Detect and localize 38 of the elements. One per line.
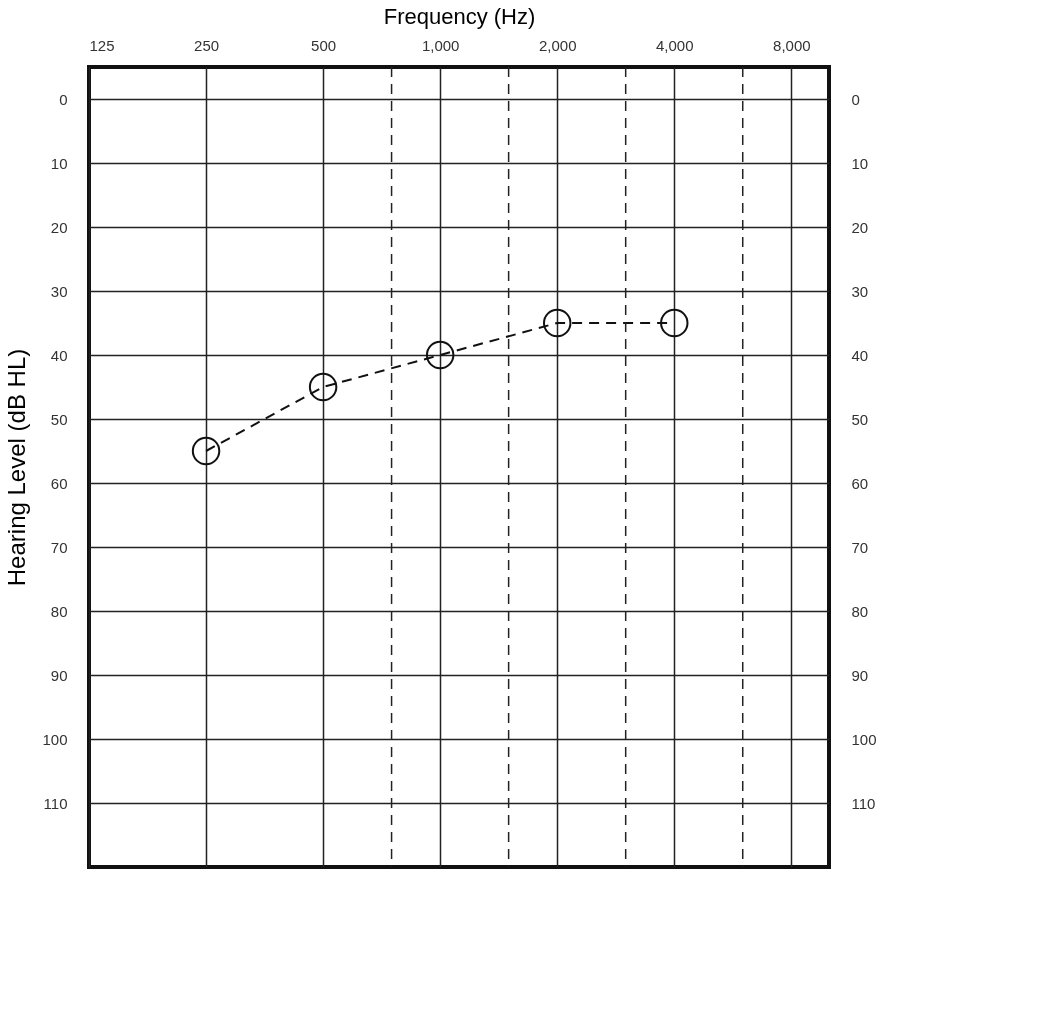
y2-tick-label: 70 [851,538,869,556]
y2-tick-label: 60 [851,474,869,492]
y-tick-label: 100 [42,730,68,748]
x-tick-label: 2,000 [538,36,577,54]
y-tick-label: 90 [50,666,68,684]
y-tick-label: 40 [50,346,68,364]
x-tick-label: 8,000 [773,36,811,54]
x-axis-title: Frequency (Hz) [383,3,536,29]
y2-tick-label: 20 [851,218,869,236]
y2-tick-label: 30 [851,282,869,300]
y-tick-label: 10 [50,154,68,172]
y2-tick-label: 100 [851,730,877,748]
x-tick-label: 500 [311,36,337,54]
point [308,372,338,402]
y-tick-label: 80 [50,602,68,620]
point [191,436,221,466]
x-tick-label: 125 [89,36,115,54]
y2-tick-label: 50 [851,410,869,428]
x-tick-label: 4,000 [655,36,694,54]
point [660,308,689,338]
y-tick-label: 30 [50,282,68,300]
y2-tick-label: 40 [851,346,869,364]
y-tick-label: 60 [50,474,68,492]
y2-tick-label: 110 [851,794,876,812]
y-tick-label: 0 [59,90,68,108]
y2-tick-label: 10 [851,154,869,172]
point [542,308,572,338]
y2-tick-label: 80 [851,602,869,620]
x-tick-label: 1,000 [421,36,460,54]
point [425,340,455,370]
y-tick-label: 70 [50,538,68,556]
y-tick-label: 50 [50,410,68,428]
x-tick-label: 250 [194,36,220,54]
y2-tick-label: 90 [851,666,869,684]
y-tick-label: 110 [43,794,68,812]
y2-tick-label: 0 [851,90,860,108]
y-tick-label: 20 [50,218,68,236]
y-axis-title: Hearing Level (dB HL) [3,348,31,587]
